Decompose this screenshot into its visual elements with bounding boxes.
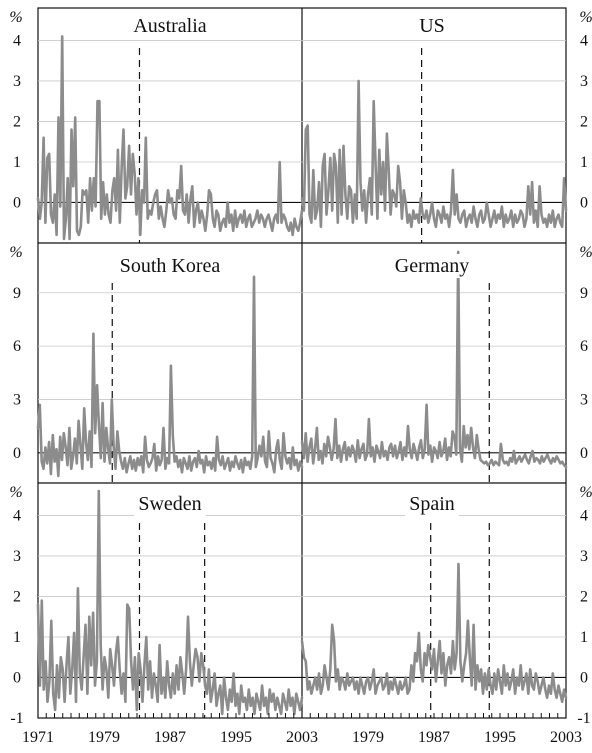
y-tick-label: 6 (580, 338, 588, 355)
y-tick-label: 1 (580, 629, 588, 646)
y-tick-label: -1 (577, 710, 590, 727)
x-tick-label: 1987 (418, 729, 450, 746)
x-tick-label: 1995 (220, 729, 252, 746)
x-tick-label: 2003 (550, 729, 582, 746)
panel-germany: 0 3 6 9% Germany (302, 244, 592, 483)
panel-sweden: -1 0 1 2 3 4% Sweden 1971 1979 1987 1995 2003 (9, 484, 318, 746)
y-tick-label: 0 (13, 194, 21, 211)
unit-label: % (9, 244, 22, 261)
y-tick-label: -1 (10, 710, 23, 727)
series-line-south-korea (38, 277, 302, 476)
y-tick-label: 0 (580, 445, 588, 462)
y-tick-label: 9 (13, 285, 21, 302)
y-tick-label: 2 (580, 588, 588, 605)
y-tick-label: 3 (580, 73, 588, 90)
unit-label: % (9, 484, 22, 501)
panel-south-korea: 0 3 6 9% South Korea (9, 244, 302, 483)
unit-label: % (579, 244, 592, 261)
x-tick-label: 1995 (484, 729, 516, 746)
unit-label: % (9, 9, 22, 26)
y-tick-label: 4 (13, 507, 21, 524)
unit-label: % (579, 484, 592, 501)
x-tick-label: 1979 (352, 729, 384, 746)
series-line-sweden (38, 491, 302, 714)
y-tick-label: 2 (580, 113, 588, 130)
y-tick-label: 0 (13, 445, 21, 462)
x-tick-label: 1971 (22, 729, 54, 746)
y-tick-label: 3 (580, 548, 588, 565)
y-tick-label: 6 (13, 338, 21, 355)
y-tick-label: 3 (580, 391, 588, 408)
y-tick-label: 2 (13, 588, 21, 605)
y-tick-label: 4 (13, 32, 21, 49)
y-tick-label: 1 (13, 629, 21, 646)
panel-australia: 0 1 2 3 4% Australia (9, 9, 302, 243)
panel-title: US (419, 15, 445, 37)
panel-spain: -1 0 1 2 3 4% Spain 1979 1987 1995 2003 (302, 484, 592, 746)
unit-label: % (579, 9, 592, 26)
y-tick-label: 0 (580, 194, 588, 211)
series-line-germany (302, 252, 566, 467)
x-tick-label: 1987 (154, 729, 186, 746)
panel-title: Australia (133, 15, 206, 37)
series-line-spain (302, 564, 566, 702)
panel-title: Sweden (138, 493, 201, 515)
x-tick-label: 1979 (88, 729, 120, 746)
y-tick-label: 1 (13, 154, 21, 171)
y-tick-label: 2 (13, 113, 21, 130)
y-tick-label: 4 (580, 507, 588, 524)
panel-title: Spain (409, 493, 455, 515)
y-tick-label: 3 (13, 391, 21, 408)
series-line-us (302, 81, 566, 227)
panel-us: 0 1 2 3 4% US (302, 9, 592, 243)
series-line-australia (38, 36, 302, 239)
x-tick-label: 2003 (286, 729, 318, 746)
y-tick-label: 4 (580, 32, 588, 49)
y-tick-label: 0 (580, 669, 588, 686)
y-tick-label: 9 (580, 285, 588, 302)
y-tick-label: 3 (13, 73, 21, 90)
panel-title: Germany (395, 255, 469, 277)
y-tick-label: 3 (13, 548, 21, 565)
y-tick-label: 1 (580, 154, 588, 171)
panel-title: South Korea (120, 255, 221, 277)
y-tick-label: 0 (13, 669, 21, 686)
